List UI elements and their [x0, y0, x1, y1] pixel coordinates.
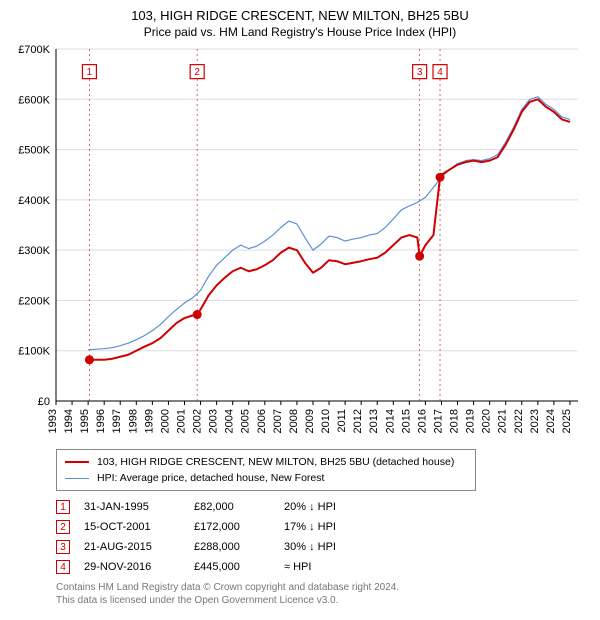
- transaction-marker-icon: 2: [56, 520, 70, 534]
- svg-text:2020: 2020: [481, 409, 493, 433]
- svg-text:3: 3: [417, 67, 423, 78]
- legend-swatch: [65, 478, 89, 479]
- svg-text:2015: 2015: [400, 409, 412, 433]
- svg-text:2014: 2014: [384, 409, 396, 433]
- svg-text:4: 4: [437, 67, 443, 78]
- svg-text:2: 2: [194, 67, 200, 78]
- svg-text:£400K: £400K: [18, 195, 50, 207]
- svg-text:2023: 2023: [529, 409, 541, 433]
- footer-line1: Contains HM Land Registry data © Crown c…: [56, 581, 588, 594]
- svg-text:2011: 2011: [336, 409, 348, 433]
- footer-line2: This data is licensed under the Open Gov…: [56, 594, 588, 607]
- svg-text:2002: 2002: [192, 409, 204, 433]
- svg-text:2013: 2013: [368, 409, 380, 433]
- svg-text:£200K: £200K: [18, 295, 50, 307]
- transaction-price: £445,000: [194, 557, 284, 577]
- svg-text:2010: 2010: [320, 409, 332, 433]
- svg-text:2008: 2008: [288, 409, 300, 433]
- transaction-date: 31-JAN-1995: [84, 497, 194, 517]
- svg-text:1: 1: [87, 67, 93, 78]
- transaction-delta: 17% ↓ HPI: [284, 517, 350, 537]
- title-address: 103, HIGH RIDGE CRESCENT, NEW MILTON, BH…: [12, 8, 588, 23]
- svg-text:2006: 2006: [256, 409, 268, 433]
- legend-label: HPI: Average price, detached house, New …: [97, 472, 324, 484]
- table-row: 3 21-AUG-2015£288,00030% ↓ HPI: [56, 537, 350, 557]
- legend-item: HPI: Average price, detached house, New …: [65, 470, 467, 486]
- svg-text:£0: £0: [38, 396, 50, 408]
- svg-text:2021: 2021: [497, 409, 509, 433]
- legend-label: 103, HIGH RIDGE CRESCENT, NEW MILTON, BH…: [97, 456, 454, 468]
- svg-text:2016: 2016: [416, 409, 428, 433]
- svg-text:1995: 1995: [79, 409, 91, 433]
- title-subtitle: Price paid vs. HM Land Registry's House …: [12, 25, 588, 39]
- transaction-delta: 20% ↓ HPI: [284, 497, 350, 517]
- svg-text:2005: 2005: [240, 409, 252, 433]
- svg-text:2022: 2022: [513, 409, 525, 433]
- legend: 103, HIGH RIDGE CRESCENT, NEW MILTON, BH…: [56, 449, 476, 491]
- svg-text:£300K: £300K: [18, 245, 50, 257]
- titles: 103, HIGH RIDGE CRESCENT, NEW MILTON, BH…: [12, 8, 588, 39]
- transaction-price: £82,000: [194, 497, 284, 517]
- svg-text:£100K: £100K: [18, 346, 50, 358]
- transaction-marker-icon: 4: [56, 560, 70, 574]
- transaction-date: 21-AUG-2015: [84, 537, 194, 557]
- chart-container: 103, HIGH RIDGE CRESCENT, NEW MILTON, BH…: [0, 0, 600, 620]
- table-row: 1 31-JAN-1995£82,00020% ↓ HPI: [56, 497, 350, 517]
- footer-attribution: Contains HM Land Registry data © Crown c…: [56, 581, 588, 607]
- svg-text:2009: 2009: [304, 409, 316, 433]
- svg-text:2012: 2012: [352, 409, 364, 433]
- legend-swatch: [65, 461, 89, 463]
- svg-text:1999: 1999: [143, 409, 155, 433]
- transaction-date: 29-NOV-2016: [84, 557, 194, 577]
- svg-text:2001: 2001: [175, 409, 187, 433]
- svg-text:£600K: £600K: [18, 94, 50, 106]
- table-row: 2 15-OCT-2001£172,00017% ↓ HPI: [56, 517, 350, 537]
- svg-text:2018: 2018: [449, 409, 461, 433]
- svg-text:2017: 2017: [432, 409, 444, 433]
- svg-text:1993: 1993: [47, 409, 59, 433]
- svg-text:2024: 2024: [545, 409, 557, 433]
- svg-text:1997: 1997: [111, 409, 123, 433]
- transaction-delta: 30% ↓ HPI: [284, 537, 350, 557]
- transaction-price: £288,000: [194, 537, 284, 557]
- transaction-date: 15-OCT-2001: [84, 517, 194, 537]
- svg-text:2004: 2004: [224, 409, 236, 433]
- svg-text:2000: 2000: [159, 409, 171, 433]
- table-row: 4 29-NOV-2016£445,000≈ HPI: [56, 557, 350, 577]
- chart-area: £0 £100K £200K £300K £400K £500K £600K £700K 199…: [12, 43, 588, 443]
- transaction-delta: ≈ HPI: [284, 557, 350, 577]
- legend-item: 103, HIGH RIDGE CRESCENT, NEW MILTON, BH…: [65, 454, 467, 470]
- transaction-marker-icon: 1: [56, 500, 70, 514]
- chart-svg: £0 £100K £200K £300K £400K £500K £600K £700K 199…: [12, 43, 588, 443]
- svg-text:£700K: £700K: [18, 44, 50, 56]
- svg-text:1996: 1996: [95, 409, 107, 433]
- transaction-price: £172,000: [194, 517, 284, 537]
- svg-text:1994: 1994: [63, 409, 75, 433]
- svg-text:1998: 1998: [127, 409, 139, 433]
- svg-text:£500K: £500K: [18, 145, 50, 157]
- svg-text:2007: 2007: [272, 409, 284, 433]
- transaction-marker-icon: 3: [56, 540, 70, 554]
- svg-text:2025: 2025: [561, 409, 573, 433]
- transactions-table: 1 31-JAN-1995£82,00020% ↓ HPI 2 15-OCT-2001…: [56, 497, 350, 577]
- svg-text:2003: 2003: [208, 409, 220, 433]
- svg-text:2019: 2019: [465, 409, 477, 433]
